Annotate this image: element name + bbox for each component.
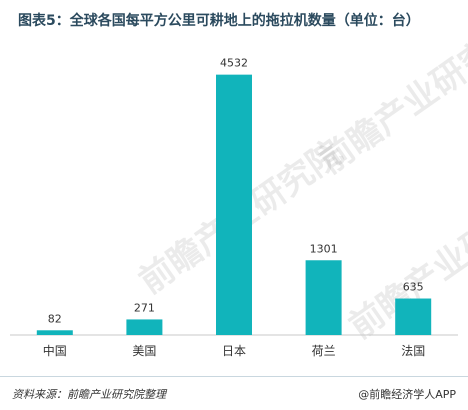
x-tick-label-1: 美国 — [132, 344, 156, 358]
chart-title: 图表5：全球各国每平方公里可耕地上的拖拉机数量（单位：台） — [18, 13, 420, 29]
x-tick-label-3: 荷兰 — [312, 344, 336, 358]
credit-note: @前瞻经济学人APP — [358, 388, 456, 401]
data-label-4: 635 — [403, 281, 424, 294]
data-label-2: 4532 — [220, 57, 248, 70]
bar-0 — [36, 330, 73, 335]
x-tick-label-0: 中国 — [43, 343, 67, 358]
bar-4 — [395, 298, 432, 335]
x-tick-label-2: 日本 — [222, 344, 246, 358]
bar-1 — [126, 319, 163, 335]
source-note: 资料来源：前瞻产业研究院整理 — [12, 388, 166, 401]
footer: 资料来源：前瞻产业研究院整理 @前瞻经济学人APP — [0, 376, 468, 410]
data-label-1: 271 — [134, 301, 155, 314]
data-label-3: 1301 — [310, 242, 338, 255]
data-label-0: 82 — [48, 312, 62, 325]
x-tick-label-4: 法国 — [401, 344, 425, 358]
bar-2 — [216, 74, 252, 335]
bar-3 — [305, 260, 342, 335]
